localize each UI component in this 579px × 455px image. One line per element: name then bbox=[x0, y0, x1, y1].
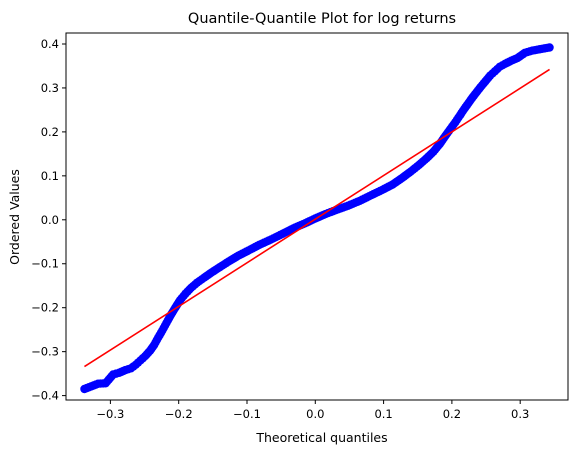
y-tick-label: −0.4 bbox=[31, 389, 59, 403]
x-axis-ticks: −0.3 −0.2 −0.1 0.0 0.1 0.2 0.3 bbox=[96, 400, 529, 421]
y-tick-label: 0.4 bbox=[41, 37, 59, 51]
chart-title: Quantile-Quantile Plot for log returns bbox=[188, 11, 456, 27]
y-tick-label: −0.2 bbox=[31, 301, 59, 315]
y-tick-label: 0.2 bbox=[41, 125, 59, 139]
x-tick-label: 0.1 bbox=[374, 407, 392, 421]
data-points bbox=[80, 43, 554, 394]
data-point bbox=[545, 43, 554, 52]
x-tick-label: 0.3 bbox=[511, 407, 529, 421]
y-tick-label: 0.0 bbox=[41, 213, 59, 227]
x-tick-label: −0.3 bbox=[96, 407, 124, 421]
plot-area: −0.3 −0.2 −0.1 0.0 0.1 0.2 0.3 −0.4−0.3−0.2−0.… bbox=[31, 32, 569, 421]
y-tick-label: −0.3 bbox=[31, 345, 59, 359]
y-axis-ticks: −0.4 −0.3 −0.2 −0.1 0.0 0.1 0.2 0.3 0.4 bbox=[31, 37, 66, 403]
x-tick-label: −0.2 bbox=[165, 407, 193, 421]
y-axis-label: Ordered Values bbox=[7, 169, 22, 265]
x-tick-label: 0.2 bbox=[443, 407, 461, 421]
reference-fit-line bbox=[84, 68, 550, 368]
axes-frame bbox=[65, 32, 569, 401]
y-tick-label: 0.1 bbox=[41, 169, 59, 183]
x-tick-label: −0.1 bbox=[233, 407, 261, 421]
x-tick-label: 0.0 bbox=[306, 407, 324, 421]
y-tick-label: 0.3 bbox=[41, 81, 59, 95]
y-tick-label: −0.1 bbox=[31, 257, 59, 271]
x-axis-label: Theoretical quantiles bbox=[255, 430, 387, 445]
